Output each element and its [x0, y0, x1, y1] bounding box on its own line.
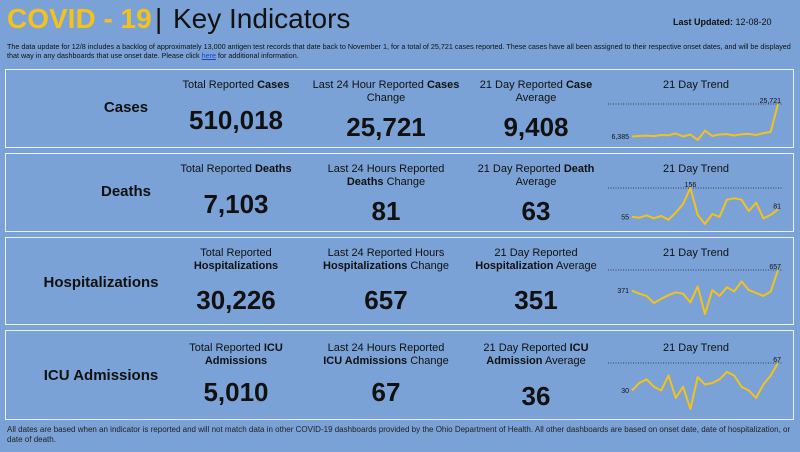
change-value: 25,721: [346, 112, 426, 142]
average-value: 351: [514, 285, 558, 315]
total-value: 5,010: [203, 377, 269, 407]
trend-line: [631, 103, 779, 141]
title-covid: COVID - 19: [7, 3, 152, 34]
trend-line: [631, 187, 779, 225]
change-caption: Last 24 Reported Hours Hospitalizations …: [323, 247, 449, 272]
change-value: 81: [371, 196, 401, 226]
data-notice: The data update for 12/8 includes a back…: [7, 42, 797, 60]
average-value: 36: [521, 381, 551, 411]
last-updated-label: Last Updated:: [673, 17, 734, 27]
total-caption: Total Reported ICU Admissions: [189, 342, 283, 367]
total-value: 7,103: [203, 189, 269, 219]
average-caption: 21 Day Reported Case Average: [479, 79, 593, 104]
row-label: Deaths: [100, 183, 152, 200]
average-caption: 21 Day Reported ICU Admission Average: [483, 342, 589, 367]
row-label: Hospitalizations: [43, 274, 159, 291]
footer-disclaimer: All dates are based when an indicator is…: [7, 425, 791, 444]
trend-first-label: 371: [617, 288, 629, 295]
trend-chart: 55 81 156: [608, 182, 782, 225]
title-separator: |: [155, 3, 163, 34]
row-icu-admissions: ICU Admissions Total Reported ICU Admiss…: [5, 330, 794, 420]
average-caption: 21 Day Reported Death Average: [477, 163, 595, 188]
change-caption: Last 24 Hour Reported Cases Change: [312, 79, 460, 104]
trend-title: 21 Day Trend: [662, 163, 730, 175]
header: COVID - 19 | Key Indicators Last Updated…: [7, 3, 797, 39]
change-caption: Last 24 Hours Reported Deaths Change: [327, 163, 445, 188]
row-label: ICU Admissions: [43, 367, 159, 384]
notice-text-after: for additional information.: [215, 51, 299, 60]
trend-last-label: 25,721: [760, 98, 782, 105]
total-value: 30,226: [196, 285, 276, 315]
trend-line: [631, 269, 779, 315]
trend-last-label: 67: [773, 357, 781, 364]
average-caption: 21 Day Reported Hospitalization Average: [475, 247, 597, 272]
trend-first-label: 55: [621, 214, 629, 221]
trend-chart: 371 657: [608, 264, 782, 315]
change-caption: Last 24 Hours Reported ICU Admissions Ch…: [323, 342, 449, 367]
total-caption: Total Reported Hospitalizations: [193, 247, 279, 272]
last-updated-date: 12-08-20: [735, 17, 772, 27]
trend-title: 21 Day Trend: [662, 79, 730, 91]
trend-last-label: 657: [769, 264, 781, 271]
average-value: 9,408: [503, 112, 569, 142]
total-value: 510,018: [189, 105, 283, 135]
row-hospitalizations: Hospitalizations Total Reported Hospital…: [5, 237, 794, 325]
total-caption: Total Reported Cases: [182, 79, 290, 91]
title-key-indicators: Key Indicators: [173, 3, 351, 34]
trend-peak-label: 156: [685, 182, 697, 189]
trend-title: 21 Day Trend: [662, 342, 730, 354]
trend-line: [631, 362, 779, 410]
trend-title: 21 Day Trend: [662, 247, 730, 259]
row-deaths: Deaths Total Reported Deaths 7,103 Last …: [5, 153, 794, 232]
notice-link[interactable]: here: [201, 51, 216, 60]
change-value: 657: [364, 285, 408, 315]
trend-first-label: 6,385: [611, 134, 629, 141]
trend-last-label: 81: [773, 203, 781, 210]
row-cases: Cases Total Reported Cases 510,018 Last …: [5, 69, 794, 148]
row-label: Cases: [103, 99, 149, 116]
average-value: 63: [521, 196, 551, 226]
change-value: 67: [371, 377, 401, 407]
notice-text-before: The data update for 12/8 includes a back…: [7, 42, 791, 60]
trend-first-label: 30: [621, 388, 629, 395]
trend-chart: 30 67: [608, 357, 782, 410]
last-updated: Last Updated: 12-08-20: [673, 17, 772, 27]
total-caption: Total Reported Deaths: [180, 163, 292, 175]
trend-chart: 6,385 25,721: [608, 98, 782, 141]
